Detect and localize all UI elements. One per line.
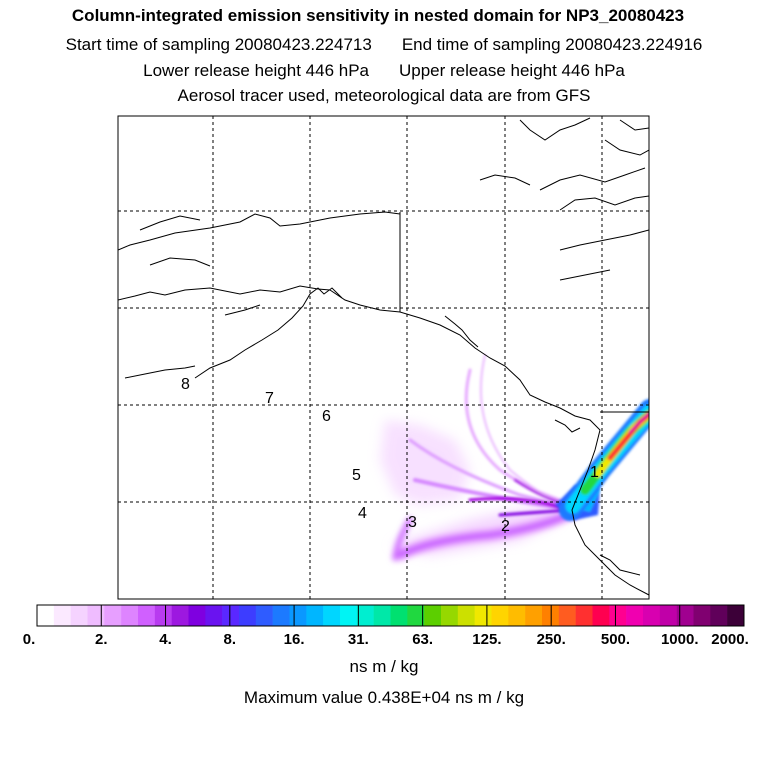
colorbar-swatch bbox=[491, 605, 509, 626]
colorbar-swatch bbox=[558, 605, 576, 626]
colorbar-swatch bbox=[171, 605, 189, 626]
coastlines bbox=[118, 117, 649, 596]
colorbar-units: ns m / kg bbox=[349, 657, 419, 676]
colorbar-swatch bbox=[542, 605, 560, 626]
colorbar-tick-label: 250. bbox=[536, 631, 566, 648]
start-time-label: Start time of sampling 20080423.224713 bbox=[65, 35, 372, 54]
colorbar-swatch bbox=[356, 605, 374, 626]
colorbar-swatch bbox=[592, 605, 610, 626]
upper-release-label: Upper release height 446 hPa bbox=[399, 61, 625, 80]
colorbar-swatch bbox=[373, 605, 391, 626]
colorbar-tick-label: 31. bbox=[347, 631, 369, 648]
colorbar-swatch bbox=[525, 605, 543, 626]
zone-marker-1: 1 bbox=[590, 464, 599, 481]
colorbar-swatch bbox=[205, 605, 223, 626]
map-frame bbox=[117, 115, 650, 600]
maximum-value-label: Maximum value 0.438E+04 ns m / kg bbox=[243, 688, 525, 707]
colorbar-swatch bbox=[474, 605, 492, 626]
colorbar-swatch bbox=[289, 605, 307, 626]
zone-marker-2: 2 bbox=[501, 518, 510, 535]
tracer-info: Aerosol tracer used, meteorological data… bbox=[177, 86, 591, 105]
colorbar-swatch bbox=[323, 605, 341, 626]
colorbar-swatch bbox=[340, 605, 358, 626]
colorbar-swatch bbox=[626, 605, 644, 626]
colorbar-tick-label: 0. bbox=[22, 631, 36, 648]
colorbar-tick-label: 4. bbox=[159, 631, 172, 648]
colorbar-swatch bbox=[441, 605, 459, 626]
colorbar-swatch bbox=[727, 605, 745, 626]
colorbar-swatch bbox=[37, 605, 55, 626]
colorbar-swatch bbox=[643, 605, 661, 626]
colorbar-tick-label: 125. bbox=[472, 631, 502, 648]
colorbar-swatch bbox=[121, 605, 139, 626]
colorbar-tick-labels: 0. 2. 4. 8. 16. 31. 63. 125. 250. 500. 1000. 2000. bbox=[0, 631, 768, 653]
colorbar-tick-label: 63. bbox=[412, 631, 434, 648]
zone-markers: 1 2 3 4 5 6 7 8 bbox=[181, 376, 599, 535]
colorbar-swatch bbox=[255, 605, 273, 626]
release-heights: Lower release height 446 hPa Upper releas… bbox=[0, 61, 768, 81]
colorbar-swatch bbox=[104, 605, 122, 626]
colorbar-swatch bbox=[390, 605, 408, 626]
colorbar-swatch bbox=[188, 605, 206, 626]
colorbar-swatch bbox=[306, 605, 324, 626]
colorbar-tick-label: 2. bbox=[95, 631, 108, 648]
colorbar-swatch bbox=[70, 605, 88, 626]
colorbar bbox=[36, 604, 745, 627]
lower-release-label: Lower release height 446 hPa bbox=[143, 61, 369, 80]
zone-marker-4: 4 bbox=[358, 505, 367, 522]
sampling-times: Start time of sampling 20080423.224713 En… bbox=[0, 35, 768, 55]
colorbar-swatch bbox=[138, 605, 156, 626]
colorbar-tick-label: 500. bbox=[600, 631, 631, 648]
colorbar-tick-label: 8. bbox=[223, 631, 237, 648]
colorbar-swatch bbox=[676, 605, 694, 626]
zone-marker-6: 6 bbox=[322, 408, 331, 425]
colorbar-swatch bbox=[53, 605, 71, 626]
colorbar-swatch bbox=[457, 605, 475, 626]
colorbar-swatch bbox=[87, 605, 105, 626]
colorbar-swatch bbox=[693, 605, 711, 626]
colorbar-swatch bbox=[508, 605, 526, 626]
end-time-label: End time of sampling 20080423.224916 bbox=[401, 35, 703, 54]
colorbar-swatch bbox=[272, 605, 290, 626]
page-title: Column-integrated emission sensitivity i… bbox=[71, 6, 685, 25]
colorbar-swatch bbox=[407, 605, 425, 626]
colorbar-swatch bbox=[710, 605, 728, 626]
zone-marker-8: 8 bbox=[181, 376, 190, 393]
zone-marker-3: 3 bbox=[408, 514, 417, 531]
colorbar-swatch bbox=[609, 605, 627, 626]
graticule bbox=[118, 116, 649, 599]
colorbar-swatch bbox=[575, 605, 593, 626]
colorbar-swatch bbox=[659, 605, 677, 626]
colorbar-swatch bbox=[239, 605, 257, 626]
zone-marker-5: 5 bbox=[352, 467, 361, 484]
plume-layer bbox=[380, 354, 649, 561]
colorbar-swatch bbox=[424, 605, 442, 626]
colorbar-tick-label: 2000. bbox=[711, 631, 749, 648]
colorbar-swatch bbox=[154, 605, 172, 626]
colorbar-frame bbox=[36, 604, 745, 627]
colorbar-swatch bbox=[222, 605, 240, 626]
zone-marker-7: 7 bbox=[265, 390, 274, 407]
colorbar-tick-label: 16. bbox=[283, 631, 305, 648]
colorbar-tick-label: 1000. bbox=[660, 631, 699, 648]
